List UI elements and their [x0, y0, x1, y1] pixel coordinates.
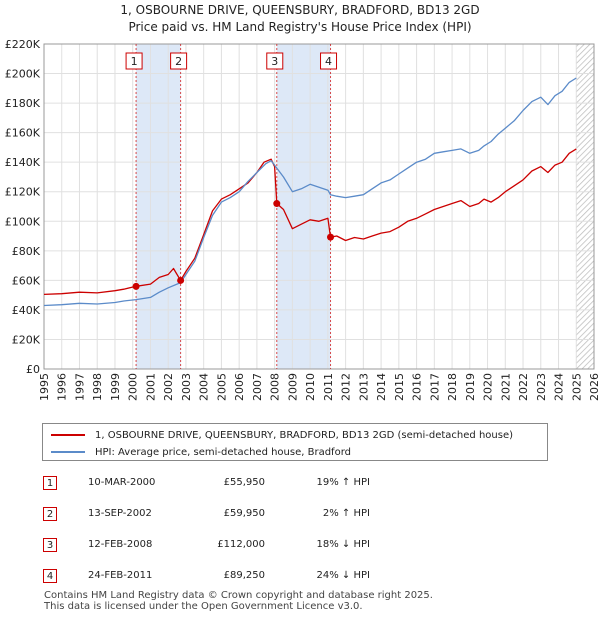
x-tick-label: 2022 — [517, 373, 530, 401]
sale-label: 3 — [266, 52, 284, 70]
x-tick-label: 1997 — [73, 373, 86, 401]
y-tick-label: £80K — [12, 245, 41, 258]
x-tick-label: 2017 — [428, 373, 441, 401]
table-row: 3 12-FEB-2008 £112,000 18% ↓ HPI — [0, 534, 600, 558]
x-tick-label: 2013 — [357, 373, 370, 401]
x-tick-label: 2011 — [322, 373, 335, 401]
chart-legend: 1, OSBOURNE DRIVE, QUEENSBURY, BRADFORD,… — [42, 423, 548, 461]
x-tick-label: 2016 — [411, 373, 424, 401]
x-tick-label: 2019 — [464, 373, 477, 401]
y-tick-label: £100K — [5, 215, 41, 228]
tx-price: £59,950 — [223, 508, 265, 519]
sale-point — [177, 276, 185, 284]
x-tick-label: 2002 — [162, 373, 175, 401]
sale-label-text: 3 — [271, 55, 278, 68]
tx-price: £89,250 — [223, 570, 265, 581]
x-tick-label: 2003 — [180, 373, 193, 401]
x-tick-label: 2024 — [553, 373, 566, 401]
sale-label: 4 — [320, 52, 338, 70]
x-tick-label: 1995 — [38, 373, 51, 401]
x-tick-label: 2015 — [393, 373, 406, 401]
tx-date: 12-FEB-2008 — [88, 539, 153, 550]
tx-marker: 2 — [43, 507, 57, 521]
x-tick-label: 2007 — [251, 373, 264, 401]
legend-item-hpi: HPI: Average price, semi-detached house,… — [51, 443, 351, 461]
tx-marker: 4 — [43, 569, 57, 583]
y-tick-label: £60K — [12, 274, 41, 287]
legend-label-property: 1, OSBOURNE DRIVE, QUEENSBURY, BRADFORD,… — [95, 429, 514, 441]
sale-label-box — [266, 52, 284, 70]
sale-label-text: 4 — [325, 55, 332, 68]
table-row: 2 13-SEP-2002 £59,950 2% ↑ HPI — [0, 503, 600, 527]
legend-swatch-property — [51, 434, 85, 436]
sale-label-text: 1 — [131, 55, 138, 68]
x-tick-label: 2020 — [482, 373, 495, 401]
forecast-hatch — [576, 44, 594, 369]
chart-subtitle: Price paid vs. HM Land Registry's House … — [128, 20, 471, 34]
y-tick-label: £160K — [5, 127, 41, 140]
tx-date: 13-SEP-2002 — [88, 508, 152, 519]
tx-hpi-delta: 19% ↑ HPI — [316, 477, 370, 488]
y-tick-label: £200K — [5, 68, 41, 81]
x-tick-label: 2025 — [570, 373, 583, 401]
y-tick-label: £140K — [5, 156, 41, 169]
legend-swatch-hpi — [51, 451, 85, 453]
sale-point — [132, 282, 140, 290]
price-chart: 1, OSBOURNE DRIVE, QUEENSBURY, BRADFORD,… — [5, 3, 600, 401]
sale-label-box — [170, 52, 188, 70]
x-tick-label: 2018 — [446, 373, 459, 401]
tx-price: £112,000 — [217, 539, 265, 550]
tx-hpi-delta: 18% ↓ HPI — [316, 539, 370, 550]
chart-title: 1, OSBOURNE DRIVE, QUEENSBURY, BRADFORD,… — [120, 3, 479, 17]
legend-item-property: 1, OSBOURNE DRIVE, QUEENSBURY, BRADFORD,… — [51, 426, 513, 444]
sale-label-box — [125, 52, 143, 70]
sale-period-shade — [136, 44, 181, 369]
table-row: 4 24-FEB-2011 £89,250 24% ↓ HPI — [0, 565, 600, 589]
x-tick-label: 2006 — [233, 373, 246, 401]
tx-date: 10-MAR-2000 — [88, 477, 156, 488]
footer-copyright: Contains HM Land Registry data © Crown c… — [44, 590, 433, 601]
x-tick-label: 2021 — [499, 373, 512, 401]
tx-marker: 3 — [43, 538, 57, 552]
sale-point — [327, 233, 335, 241]
x-tick-label: 2009 — [286, 373, 299, 401]
footer-attribution: Contains HM Land Registry data © Crown c… — [44, 590, 433, 612]
x-tick-label: 2005 — [215, 373, 228, 401]
y-tick-label: £20K — [12, 333, 41, 346]
sale-point — [273, 200, 281, 208]
sale-period-shade — [276, 44, 331, 369]
tx-hpi-delta: 2% ↑ HPI — [322, 508, 370, 519]
y-tick-label: £120K — [5, 186, 41, 199]
footer-licence: This data is licensed under the Open Gov… — [44, 601, 363, 612]
x-tick-label: 1998 — [91, 373, 104, 401]
tx-price: £55,950 — [223, 477, 265, 488]
sale-label-box — [320, 52, 338, 70]
x-tick-label: 2001 — [144, 373, 157, 401]
legend-label-hpi: HPI: Average price, semi-detached house,… — [95, 446, 351, 458]
sale-label: 1 — [125, 52, 143, 70]
sale-label: 2 — [170, 52, 188, 70]
x-tick-label: 2008 — [269, 373, 282, 401]
x-tick-label: 2000 — [127, 373, 140, 401]
plot-area: £0 £20K £40K £60K £80K £100K £120K £140K £160K £1… — [5, 38, 600, 401]
x-tick-label: 2026 — [588, 373, 600, 401]
tx-hpi-delta: 24% ↓ HPI — [316, 570, 370, 581]
sale-label-text: 2 — [175, 55, 182, 68]
x-tick-label: 2012 — [340, 373, 353, 401]
y-tick-label: £0 — [26, 363, 40, 376]
x-tick-label: 2004 — [198, 373, 211, 401]
x-tick-label: 1999 — [109, 373, 122, 401]
series-line-property — [43, 148, 577, 296]
x-tick-label: 2014 — [375, 373, 388, 401]
y-tick-label: £180K — [5, 97, 41, 110]
x-tick-label: 2010 — [304, 373, 317, 401]
y-tick-label: £40K — [12, 304, 41, 317]
x-tick-label: 1996 — [56, 373, 69, 401]
tx-marker: 1 — [43, 476, 57, 490]
tx-date: 24-FEB-2011 — [88, 570, 153, 581]
x-tick-label: 2023 — [535, 373, 548, 401]
y-tick-label: £220K — [5, 38, 41, 51]
plot-frame — [43, 43, 595, 370]
table-row: 1 10-MAR-2000 £55,950 19% ↑ HPI — [0, 472, 600, 496]
